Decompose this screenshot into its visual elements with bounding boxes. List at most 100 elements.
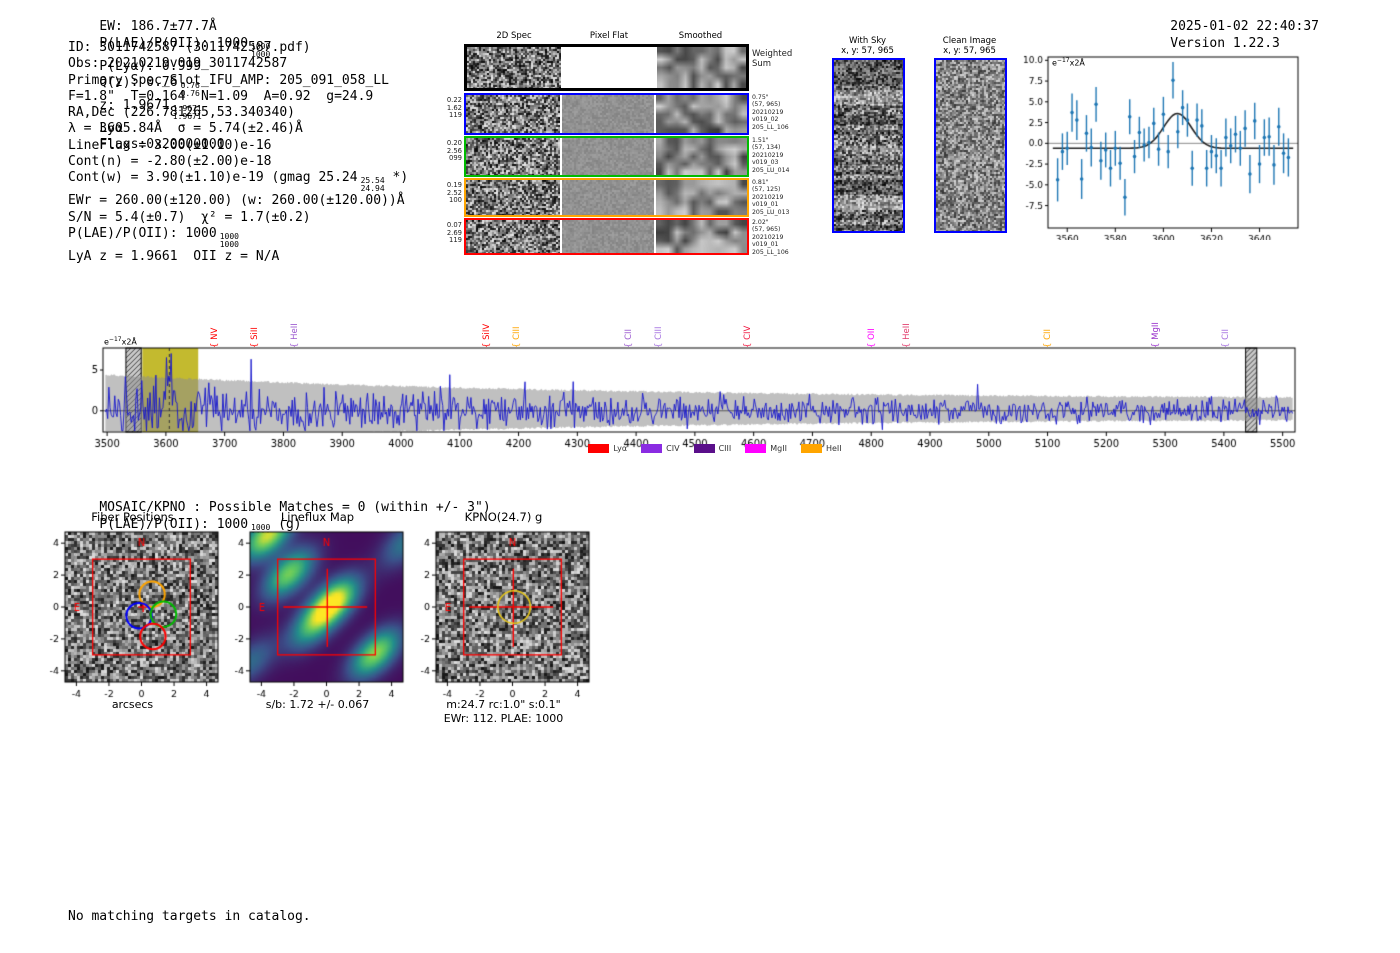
- legend-item-civ: CIV: [641, 444, 680, 453]
- header-timestamp-version: 2025-01-02 22:40:37 Version 1.22.3: [1139, 3, 1333, 68]
- cutout-row-3: [464, 178, 749, 217]
- cutout-row-1-weights: 0.22 1.62 119: [446, 96, 462, 120]
- info-line-7: Cont(n) = -2.80(±2.00)e-18: [68, 154, 272, 170]
- cutout-cell-r4c0: [466, 220, 560, 253]
- emission-line-marker-civ-7: { CIV: [742, 325, 753, 348]
- emission-line-marker-heii-2: { HeII: [290, 323, 301, 348]
- header-line-id: Lyα: [99, 120, 123, 136]
- legend-item-ciii: CIII: [693, 444, 731, 453]
- emission-line-marker-ciii-6: { CIII: [654, 326, 665, 348]
- fiber-positions-canvas: [40, 527, 225, 712]
- cutout-cell-r4c2: [656, 220, 747, 253]
- legend-swatch: [800, 444, 822, 453]
- cutout-row-4-weights: 0.07 2.69 119: [446, 221, 462, 245]
- cutout-cell-r3c0: [466, 180, 560, 215]
- info-line-frac: 1000 1000: [219, 231, 239, 249]
- cutout-row-1: [464, 93, 749, 135]
- cutout-cell-r4c1: [562, 220, 654, 253]
- cutout-cell-r1c1: [562, 95, 654, 133]
- cutout-cell-r1c2: [656, 95, 747, 133]
- emission-line-marker-cii-5: { CII: [624, 328, 635, 348]
- cutout-row-3-label: 0.81" (57, 125) 20210219 v019_01 205_LU_013: [752, 179, 790, 216]
- info-line-11: P(LAE)/P(OII): 1000 1000 1000: [68, 225, 239, 249]
- cutout-cell-r0c1: [563, 47, 655, 88]
- legend-swatch: [745, 444, 767, 453]
- full-spectrum-canvas: [85, 340, 1310, 452]
- detection-info-block: ID: 3011742587 (3011742587.pdf) Obs: 2021…: [68, 40, 408, 265]
- legend-label: Lyα: [613, 444, 628, 453]
- info-line-9: EWr = 260.00(±120.00) (w: 260.00(±120.00…: [68, 193, 405, 209]
- fiber-positions-title: Fiber Positions: [91, 510, 174, 524]
- cutout-row-4: [464, 218, 749, 255]
- cutout-cell-r3c2: [656, 180, 747, 215]
- kpno-canvas: [411, 527, 596, 712]
- info-line-1: Obs: 20210219v019_3011742587: [68, 56, 288, 72]
- line-fit-plot-canvas: [1020, 50, 1310, 240]
- with-sky-title: With Sky x, y: 57, 965: [841, 36, 894, 56]
- lineflux-map-xlabel: s/b: 1.72 +/- 0.067: [265, 698, 370, 711]
- legend-swatch: [588, 444, 610, 453]
- header-ew: EW: 186.7±77.7Å: [99, 19, 217, 35]
- cutout-row-3-weights: 0.19 2.52 100: [446, 181, 462, 205]
- info-line-6: LineFlux = 3.00(±1.10)e-16: [68, 137, 272, 153]
- legend-item-mgii: MgII: [745, 444, 787, 453]
- info-line-frac: 25.54 24.94: [360, 176, 385, 194]
- mosaic-matches-text: MOSAIC/KPNO : Possible Matches = 0 (with…: [99, 500, 491, 516]
- info-line-10: S/N = 5.4(±0.7) χ² = 1.7(±0.2): [68, 209, 311, 225]
- header-z: z: 1.9671: [99, 97, 170, 113]
- cutout-row-2-weights: 0.20 2.56 099: [446, 139, 462, 163]
- info-line-12: LyA z = 1.9661 OII z = N/A: [68, 248, 280, 264]
- emission-line-marker-nv-0: { NV: [209, 327, 220, 348]
- column-header-2d-spec: 2D Spec: [496, 31, 532, 41]
- legend-swatch: [641, 444, 663, 453]
- cutout-cell-r2c1: [562, 138, 654, 175]
- footer-line-1: No matching targets in catalog.: [68, 908, 311, 924]
- cutout-row-2-label: 1.51" (57, 134) 20210219 v019_03 205_LU_014: [752, 137, 790, 174]
- header-plae: P(LAE)/P(OII): 1000: [99, 35, 249, 51]
- header-qz: Q(z): 0.76: [99, 74, 178, 90]
- info-line-4: RA,Dec (226.781265,53.340340): [68, 105, 295, 121]
- legend-label: MgII: [770, 444, 787, 453]
- cutout-row-1-label: 0.75" (57, 965) 20210219 v019_02 205_LL_106: [752, 94, 789, 131]
- header-qz-frac: 0.76 0.76: [180, 80, 200, 98]
- info-line-0: ID: 3011742587 (3011742587.pdf): [68, 40, 311, 55]
- cutout-cell-r1c0: [466, 95, 560, 133]
- header-flags: Flags:0x20000000: [99, 137, 225, 153]
- kpno-xlabel: m:24.7 rc:1.0" s:0.1": [446, 698, 561, 711]
- footer-note: No matching targets in catalog. Row inte…: [68, 876, 311, 953]
- header-plae-frac: 1000 1000: [251, 41, 271, 59]
- emission-line-marker-cii-12: { CII: [1220, 328, 1231, 348]
- cutout-row-0-label: Weighted Sum: [752, 49, 793, 69]
- emission-line-marker-ciii-4: { CIII: [511, 326, 522, 348]
- emission-line-marker-cii-10: { CII: [1043, 328, 1054, 348]
- info-line-5: λ = 3605.84Å σ = 5.74(±2.46)Å: [68, 121, 303, 137]
- info-line-3: F=1.8" T=0.164 N=1.09 A=0.92 g=24.9: [68, 88, 374, 104]
- cutout-row-0: [464, 44, 749, 91]
- emission-line-marker-oii-8: { OII: [866, 328, 877, 348]
- legend-swatch: [693, 444, 715, 453]
- cutout-row-4-label: 2.02" (57, 965) 20210219 v019_01 205_LL_106: [752, 219, 789, 256]
- clean-image-title: Clean Image x, y: 57, 965: [942, 36, 997, 56]
- legend-label: CIV: [666, 444, 680, 453]
- kpno-xlabel2: EWr: 112. PLAE: 1000: [443, 712, 564, 725]
- clean-image-panel: [934, 58, 1007, 233]
- info-line-2: Primary Spec_Slot_IFU_AMP: 205_091_058_L…: [68, 72, 389, 88]
- legend-item-lyα: Lyα: [588, 444, 627, 453]
- legend-label: HeII: [825, 444, 842, 453]
- emission-line-marker-siiv-3: { SiIV: [481, 323, 492, 348]
- kpno-title: KPNO(24.7) g: [464, 510, 543, 524]
- header-z-frac: 1.9671 1.9671: [172, 103, 202, 121]
- emission-line-marker-siii-1: { SiII: [250, 327, 261, 348]
- fit-plot-units-label: e−17x2Å: [1052, 57, 1085, 68]
- info-line-8: Cont(w) = 3.90(±1.10)e-19 (gmag 25.24 25.…: [68, 170, 409, 194]
- lineflux-map-canvas: [225, 527, 410, 712]
- lineflux-map-title: Lineflux Map: [280, 510, 355, 524]
- with-sky-image: [834, 60, 903, 231]
- column-header-smoothed: Smoothed: [678, 31, 723, 41]
- header-summary-line: EW: 186.7±77.7Å P(LAE)/P(OII): 1000 1000 1…: [68, 3, 284, 170]
- header-version: Version 1.22.3: [1170, 35, 1280, 51]
- column-header-pixel-flat: Pixel Flat: [589, 31, 629, 41]
- cutout-cell-r0c2: [657, 47, 746, 88]
- cutout-cell-r2c0: [466, 138, 560, 175]
